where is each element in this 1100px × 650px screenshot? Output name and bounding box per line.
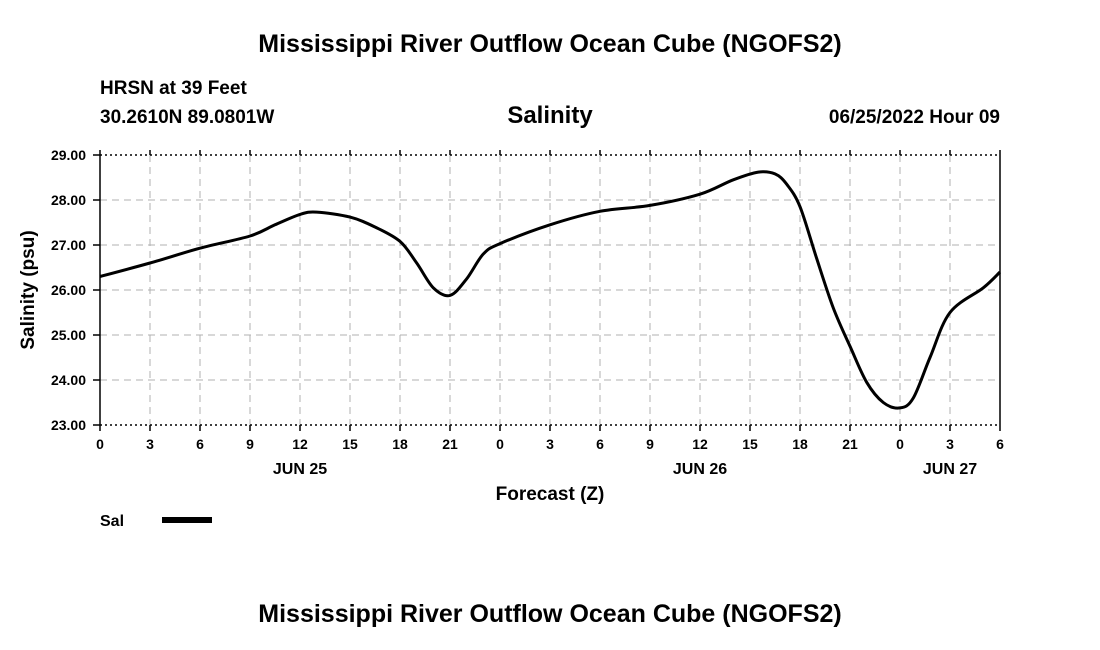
y-tick-label: 24.00 [51,372,86,388]
date-label: JUN 25 [273,461,327,478]
x-tick-label: 6 [596,436,604,452]
y-tick-label: 27.00 [51,237,86,253]
x-tick-label: 3 [146,436,154,452]
x-tick-label: 15 [342,436,358,452]
y-tick-label: 26.00 [51,282,86,298]
x-axis-label: Forecast (Z) [496,484,605,505]
grid-lines [100,155,1000,425]
y-axis-label: Salinity (psu) [18,230,39,349]
series-line-sal [99,170,1002,410]
x-tick-label: 9 [246,436,254,452]
x-tick-label: 9 [646,436,654,452]
series-layer [99,170,1002,410]
y-tick-label: 25.00 [51,327,86,343]
x-tick-label: 21 [842,436,858,452]
x-tick-label: 0 [896,436,904,452]
y-tick-label: 29.00 [51,147,86,163]
x-tick-label: 15 [742,436,758,452]
forecast-datetime: 06/25/2022 Hour 09 [828,107,1000,128]
station-label: HRSN at 39 Feet [100,78,247,99]
station-coordinates: 30.2610N 89.0801W [100,107,275,128]
x-tick-label: 6 [196,436,204,452]
x-tick-label: 0 [96,436,104,452]
x-tick-label: 21 [442,436,458,452]
y-tick-label: 28.00 [51,192,86,208]
y-axis-ticks: 23.00 24.00 25.00 26.00 27.00 28.00 29.00 [51,147,100,433]
x-tick-label: 12 [292,436,308,452]
y-tick-label: 23.00 [51,417,86,433]
legend-label: Sal [100,513,124,530]
x-tick-label: 3 [546,436,554,452]
x-tick-label: 6 [996,436,1004,452]
main-title: Mississippi River Outflow Ocean Cube (NG… [258,30,842,58]
x-tick-label: 18 [792,436,808,452]
chart-title: Salinity [507,102,593,129]
x-tick-label: 3 [946,436,954,452]
x-tick-label: 18 [392,436,408,452]
date-label: JUN 26 [673,461,727,478]
x-tick-label: 12 [692,436,708,452]
date-label: JUN 27 [923,461,977,478]
footer-title: Mississippi River Outflow Ocean Cube (NG… [258,600,842,628]
x-tick-label: 0 [496,436,504,452]
x-axis-ticks: 0 3 6 9 12 15 18 21 0 3 6 9 12 15 18 21 0 3 6 JUN 25 JUN 26 J… [96,150,1004,478]
